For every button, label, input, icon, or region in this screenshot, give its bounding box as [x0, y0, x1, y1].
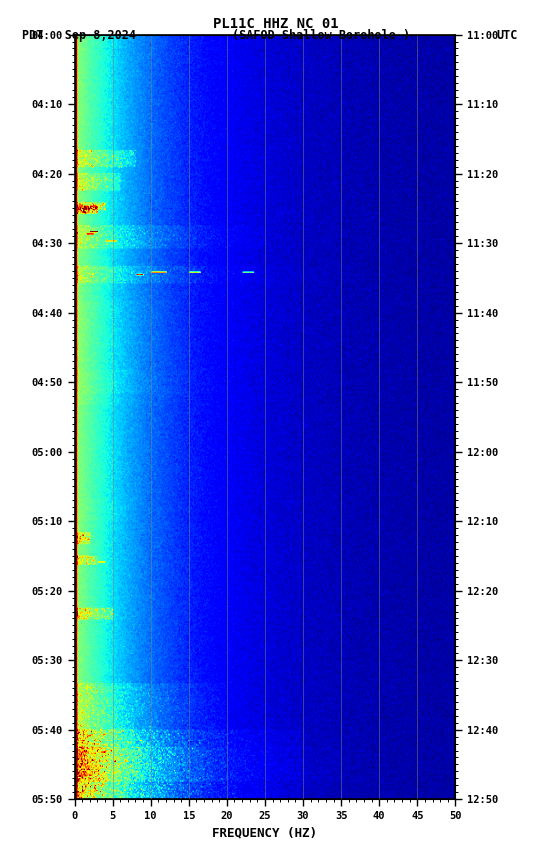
X-axis label: FREQUENCY (HZ): FREQUENCY (HZ) — [213, 827, 317, 840]
Text: UTC: UTC — [497, 29, 518, 41]
Text: PL11C HHZ NC 01: PL11C HHZ NC 01 — [213, 17, 339, 31]
Text: PDT   Sep 8,2024: PDT Sep 8,2024 — [22, 29, 136, 41]
Text: (SAFOD Shallow Borehole ): (SAFOD Shallow Borehole ) — [232, 29, 410, 41]
